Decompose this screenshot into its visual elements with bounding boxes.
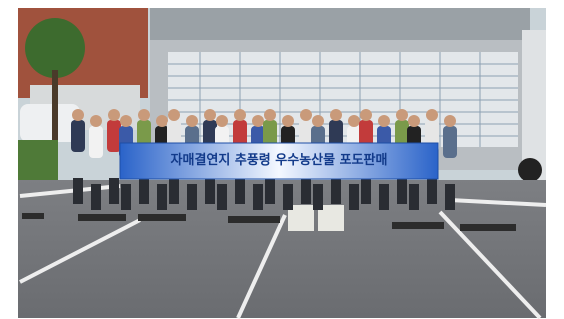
person-head [138, 109, 150, 121]
person-head [264, 109, 276, 121]
person-legs [205, 178, 215, 204]
person-legs [121, 184, 131, 210]
person-head [282, 115, 294, 127]
person-legs [427, 178, 437, 204]
person-legs [109, 178, 119, 204]
person-head [204, 109, 216, 121]
wheel-stop [22, 213, 44, 219]
person-legs [409, 184, 419, 210]
person-head [300, 109, 312, 121]
person-head [186, 115, 198, 127]
tree [25, 18, 85, 78]
wheel-stop [138, 214, 186, 221]
person-head [156, 115, 168, 127]
person-head [444, 115, 456, 127]
person-legs [217, 184, 227, 210]
person-legs [139, 178, 149, 204]
person-head [330, 109, 342, 121]
person-head [72, 109, 84, 121]
wheel-stop [460, 224, 516, 231]
person-legs [253, 184, 263, 210]
wheel-stop [78, 214, 126, 221]
person-head [312, 115, 324, 127]
person-legs [379, 184, 389, 210]
tree-trunk [52, 70, 58, 150]
person-head [90, 115, 102, 127]
person-legs [73, 178, 83, 204]
person-legs [331, 178, 341, 204]
person-legs [265, 178, 275, 204]
wheel-stop [392, 222, 444, 229]
person-legs [301, 178, 311, 204]
photo: 자매결연지 추풍령 우수농산물 포도판매 [0, 0, 564, 319]
person-head [120, 115, 132, 127]
person-legs [169, 178, 179, 204]
person-head [168, 109, 180, 121]
person-legs [349, 184, 359, 210]
person-legs [91, 184, 101, 210]
person-legs [397, 178, 407, 204]
person-body [89, 126, 103, 158]
person-head [216, 115, 228, 127]
person-head [408, 115, 420, 127]
person-body [107, 120, 121, 152]
truck-wheel [518, 158, 542, 182]
truck-cab [522, 30, 546, 180]
person-head [234, 109, 246, 121]
person-legs [157, 184, 167, 210]
page: {"banner": {"title": "자매결연지 추풍령 우수농산물 포도… [0, 0, 564, 319]
person-legs [235, 178, 245, 204]
person-head [108, 109, 120, 121]
person-legs [187, 184, 197, 210]
person-legs [361, 178, 371, 204]
person-body [71, 120, 85, 152]
wheel-stop [228, 216, 280, 223]
banner-title: 자매결연지 추풍령 우수농산물 포도판매 [171, 152, 388, 168]
person-legs [313, 184, 323, 210]
person-head [252, 115, 264, 127]
person-head [378, 115, 390, 127]
person-body [443, 126, 457, 158]
person-head [426, 109, 438, 121]
person-head [360, 109, 372, 121]
person-head [348, 115, 360, 127]
person-legs [445, 184, 455, 210]
person-head [396, 109, 408, 121]
person-legs [283, 184, 293, 210]
